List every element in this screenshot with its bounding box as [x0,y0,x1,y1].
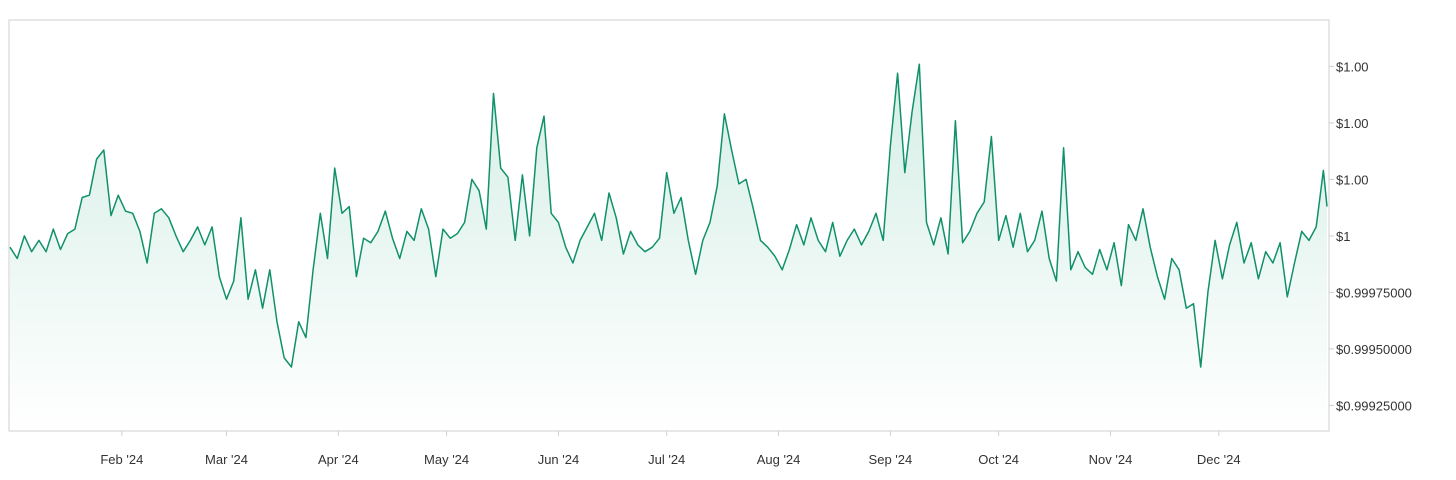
series-line [9,63,1328,368]
x-tick-label: Mar '24 [205,452,248,467]
x-tick-label: Dec '24 [1197,452,1241,467]
y-tick-label: $1.00 [1336,116,1369,131]
y-tick-label: $0.99950000 [1336,342,1412,357]
y-tick-label: $1 [1336,229,1350,244]
x-tick-label: Aug '24 [757,452,801,467]
x-tick-label: Sep '24 [869,452,913,467]
y-tick-label: $1.00 [1336,59,1369,74]
y-tick-label: $0.99925000 [1336,398,1412,413]
x-tick-label: Jul '24 [648,452,685,467]
x-tick-label: Nov '24 [1089,452,1133,467]
x-tick-label: Oct '24 [978,452,1019,467]
y-tick-label: $1.00 [1336,172,1369,187]
series-area-fill [10,64,1327,430]
x-tick-label: Feb '24 [100,452,143,467]
x-tick-label: May '24 [424,452,469,467]
x-tick-label: Apr '24 [318,452,359,467]
y-tick-label: $0.99975000 [1336,285,1412,300]
y-axis: $0.99925000 $0.99950000 $0.99975000 $1 $1.00… [1329,59,1412,413]
x-axis: Feb '24 Mar '24 Apr '24 May '24 Jun '24 Jul '… [100,431,1241,467]
x-tick-label: Jun '24 [538,452,580,467]
